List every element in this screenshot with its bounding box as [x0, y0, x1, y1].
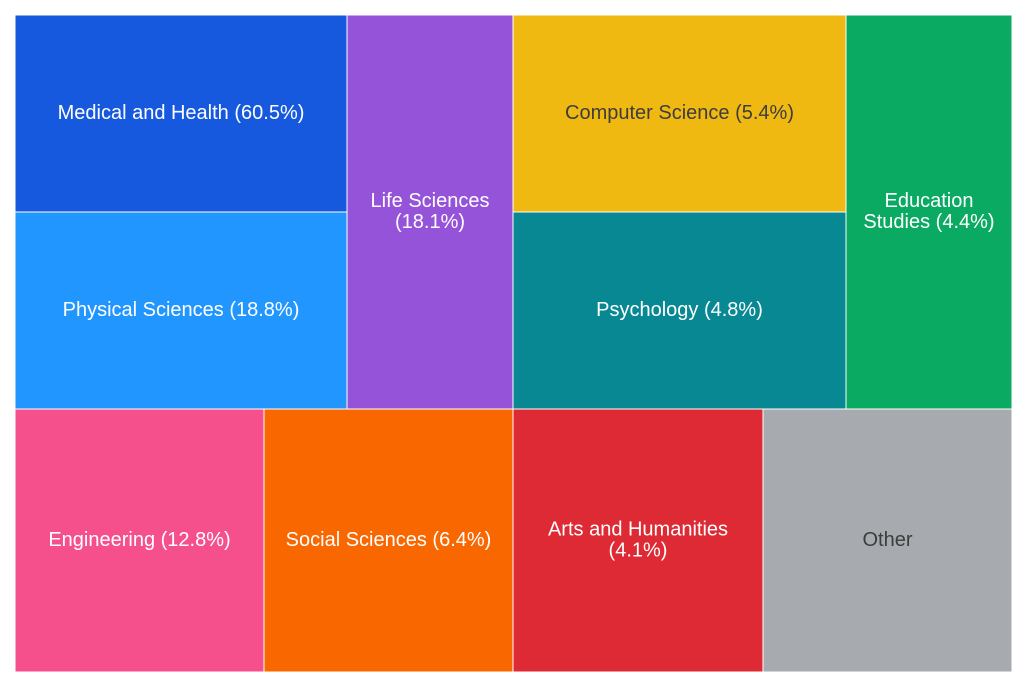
tile-other: [762, 408, 1013, 673]
tile-label-line: Psychology (4.8%): [596, 299, 763, 321]
tile-label-line: (18.1%): [395, 211, 465, 233]
tile-label-physical-sciences: Physical Sciences (18.8%): [63, 299, 300, 321]
tile-label-line: Social Sciences (6.4%): [286, 529, 492, 551]
tile-label-line: Physical Sciences (18.8%): [63, 299, 300, 321]
tile-label-arts-and-humanities: Arts and Humanities (4.1%): [548, 518, 728, 561]
tile-label-other: Other: [862, 529, 912, 551]
tile-label-computer-science: Computer Science (5.4%): [565, 102, 794, 124]
tile-label-line: (4.1%): [609, 539, 668, 561]
tile-engineering: [14, 408, 265, 673]
tile-label-medical-and-health: Medical and Health (60.5%): [58, 102, 305, 124]
tile-label-line: Engineering (12.8%): [48, 529, 230, 551]
tile-label-education-studies: Education Studies (4.4%): [863, 190, 994, 233]
tile-computer-science: [512, 14, 847, 213]
tile-label-engineering: Engineering (12.8%): [48, 529, 230, 551]
tile-label-line: Other: [862, 529, 912, 551]
tile-label-line: Life Sciences: [371, 190, 490, 212]
tile-medical-and-health: [14, 14, 348, 213]
tile-label-line: Computer Science (5.4%): [565, 102, 794, 124]
tile-psychology: [512, 211, 847, 410]
tile-label-line: Education: [885, 190, 974, 212]
tile-life-sciences: [346, 14, 514, 410]
tile-education-studies: [845, 14, 1013, 410]
tile-label-social-sciences: Social Sciences (6.4%): [286, 529, 492, 551]
tile-social-sciences: [263, 408, 514, 673]
tile-label-line: Arts and Humanities: [548, 518, 728, 540]
tile-label-life-sciences: Life Sciences (18.1%): [371, 190, 490, 233]
tile-label-line: Medical and Health (60.5%): [58, 102, 305, 124]
tile-label-line: Studies (4.4%): [863, 211, 994, 233]
tile-label-psychology: Psychology (4.8%): [596, 299, 763, 321]
tile-physical-sciences: [14, 211, 348, 410]
